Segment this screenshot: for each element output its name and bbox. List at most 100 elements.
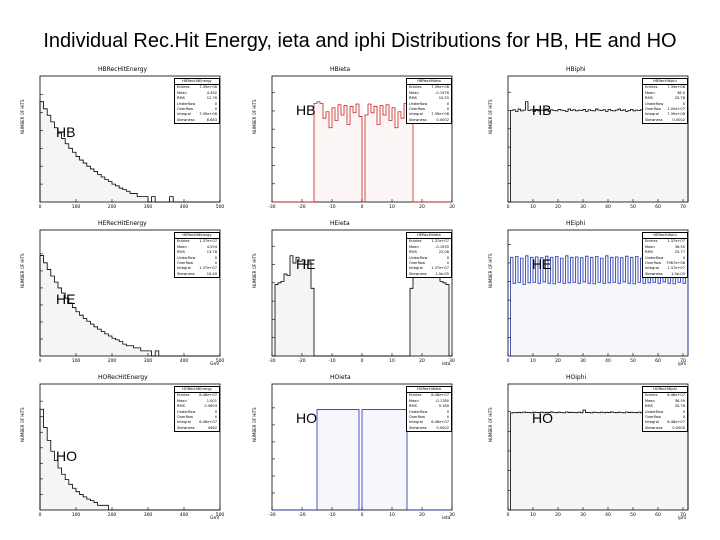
histogram-bin [347, 124, 350, 202]
histogram-bin [47, 269, 51, 356]
histogram-bin [47, 115, 51, 202]
stats-field-value: 10.49 [206, 271, 217, 276]
stats-row: Overflow 0 [407, 415, 451, 420]
stats-field-value: 0 [682, 255, 685, 260]
histogram-bin [83, 318, 87, 356]
histogram-bin [144, 196, 148, 202]
stats-field-value: 1.0e-05 [671, 271, 685, 276]
histogram-bin [603, 283, 606, 356]
histogram-bin [613, 282, 616, 356]
histogram-bin [590, 257, 593, 356]
histogram-bin [620, 257, 623, 356]
histogram-bin [126, 345, 130, 356]
histogram-bin [585, 412, 588, 510]
stats-field-value: 4.554 [206, 244, 217, 249]
histogram-bin [668, 109, 671, 202]
x-tick-label: 0 [507, 512, 510, 518]
histogram-bin [419, 259, 422, 356]
histogram-bin [565, 412, 568, 510]
histogram-bin [668, 412, 671, 510]
histogram-bin [650, 110, 653, 202]
stats-field-name: Entries [177, 85, 190, 90]
stats-row: RMS 10.55 [407, 96, 451, 101]
stats-field-value: 6.46e+07 [667, 420, 685, 425]
stats-field-value: 7.39e+06 [199, 85, 217, 90]
histogram-svg: 0 10 20 30 40 50 60 70 [507, 383, 689, 518]
histogram-bin [440, 281, 443, 356]
histogram-bin [553, 110, 556, 202]
stats-field-value: 36.5 [676, 90, 685, 95]
stats-field-name: Underflow [177, 409, 196, 414]
histogram-bin [446, 284, 449, 356]
histogram-bin [585, 111, 588, 202]
stats-field-value: 0 [682, 415, 685, 420]
histogram-bin [588, 412, 591, 510]
histogram-bin [595, 412, 598, 510]
stats-field-value: -0.1935 [435, 244, 449, 249]
histogram-bin [302, 259, 305, 356]
histogram-bin [638, 110, 641, 202]
histogram-bin [401, 118, 404, 202]
stats-box-title: HORecHitIphi [643, 387, 687, 394]
stats-row: Underflow 0 [407, 410, 451, 415]
histogram-bin [79, 494, 84, 510]
histogram-bin [341, 114, 344, 202]
histogram-bin [558, 109, 561, 202]
histogram-bin [50, 121, 55, 202]
histogram-bin [112, 338, 116, 356]
stats-box-title: HORecHitEnergy [175, 387, 219, 394]
histogram-panel-hb-ieta: -30 -20 -10 0 10 20 30 HBieta NUMBER OF HITS HBRe… [252, 64, 460, 216]
histogram-bin [563, 283, 566, 356]
histogram-bin [610, 411, 613, 510]
histogram-svg: 0 100 200 300 400 500 [39, 229, 225, 364]
stats-field-value: -0.1780 [435, 398, 449, 403]
stats-field-name: Integral [409, 420, 423, 425]
stats-field-name: Entries [409, 239, 422, 244]
histogram-bin [386, 409, 389, 510]
histogram-bin [341, 409, 344, 510]
histogram-bin [287, 275, 290, 356]
histogram-svg: 0 100 200 300 400 500 [39, 383, 224, 518]
x-tick-label: -10 [328, 204, 335, 210]
stats-field-name: Entries [409, 393, 422, 398]
histogram-panel-he-ieta: -30 -20 -10 0 10 20 30 HEieta NUMBER OF HITS ieta… [252, 218, 460, 370]
stats-row: Underflow 0 [643, 256, 687, 261]
histogram-bin [588, 109, 591, 202]
histogram-bin [126, 191, 130, 202]
histogram-bin [675, 109, 678, 202]
stats-field-value: 7967e+06 [666, 261, 685, 266]
stats-field-value: 7.39e+06 [667, 85, 685, 90]
histogram-bin [605, 255, 608, 356]
x-tick-label: 60 [655, 358, 661, 364]
histogram-bin [513, 109, 516, 202]
stats-field-name: RMS [645, 96, 653, 101]
histogram-bin [653, 109, 656, 202]
histogram-bin [593, 110, 596, 202]
histogram-bin [578, 110, 581, 202]
stats-field-value: 6.46e+07 [431, 393, 449, 398]
stats-field-name: Mean [409, 244, 419, 249]
stats-field-name: Skewness [177, 425, 195, 430]
stats-field-name: Skewness [409, 117, 427, 122]
stats-field-name: Underflow [409, 409, 428, 414]
histogram-bin [640, 412, 643, 510]
histogram-bin [371, 409, 374, 510]
x-tick-label: 500 [216, 358, 225, 364]
histogram-bin [673, 110, 676, 202]
histogram-bin [140, 196, 145, 202]
x-tick-label: 50 [630, 204, 636, 210]
histogram-bin [600, 412, 603, 510]
histogram-bin [685, 110, 688, 202]
stats-box: HORecHitEnergy Entries 6.46e+07 Mean 1.001 RM… [174, 386, 220, 433]
histogram-bin [563, 110, 566, 202]
x-tick-label: 100 [72, 512, 81, 518]
histogram-bin [568, 109, 571, 202]
stats-field-value: 36.59 [674, 398, 685, 403]
histogram-bin [670, 257, 673, 356]
histogram-bin [548, 111, 551, 202]
histogram-bin [510, 257, 513, 356]
histogram-bin [600, 110, 603, 202]
stats-field-value: 0 [214, 409, 217, 414]
histogram-bin [347, 409, 350, 510]
histogram-bin [350, 106, 353, 202]
